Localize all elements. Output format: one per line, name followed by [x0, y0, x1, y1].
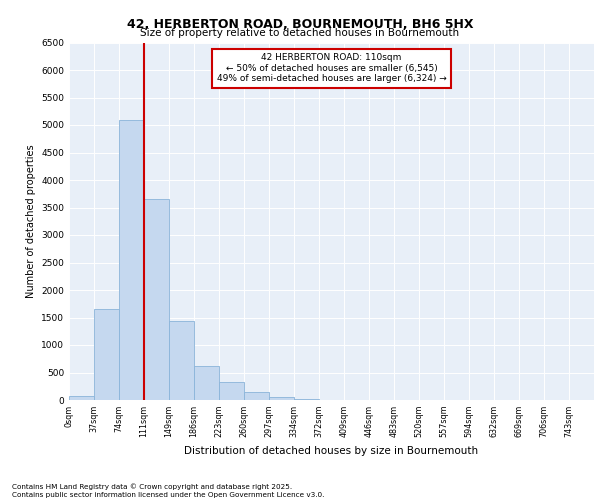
Bar	[294, 399, 319, 400]
X-axis label: Distribution of detached houses by size in Bournemouth: Distribution of detached houses by size …	[184, 446, 479, 456]
Bar	[119, 120, 144, 400]
Bar	[269, 396, 294, 400]
Bar	[169, 321, 194, 400]
Bar	[94, 309, 119, 400]
Y-axis label: Number of detached properties: Number of detached properties	[26, 144, 35, 298]
Bar	[244, 392, 269, 400]
Bar	[219, 382, 244, 400]
Bar	[69, 396, 94, 400]
Bar	[194, 366, 219, 400]
Text: Size of property relative to detached houses in Bournemouth: Size of property relative to detached ho…	[140, 28, 460, 38]
Text: Contains HM Land Registry data © Crown copyright and database right 2025.
Contai: Contains HM Land Registry data © Crown c…	[12, 484, 325, 498]
Text: 42, HERBERTON ROAD, BOURNEMOUTH, BH6 5HX: 42, HERBERTON ROAD, BOURNEMOUTH, BH6 5HX	[127, 18, 473, 30]
Bar	[144, 199, 169, 400]
Text: 42 HERBERTON ROAD: 110sqm
← 50% of detached houses are smaller (6,545)
49% of se: 42 HERBERTON ROAD: 110sqm ← 50% of detac…	[217, 53, 446, 83]
